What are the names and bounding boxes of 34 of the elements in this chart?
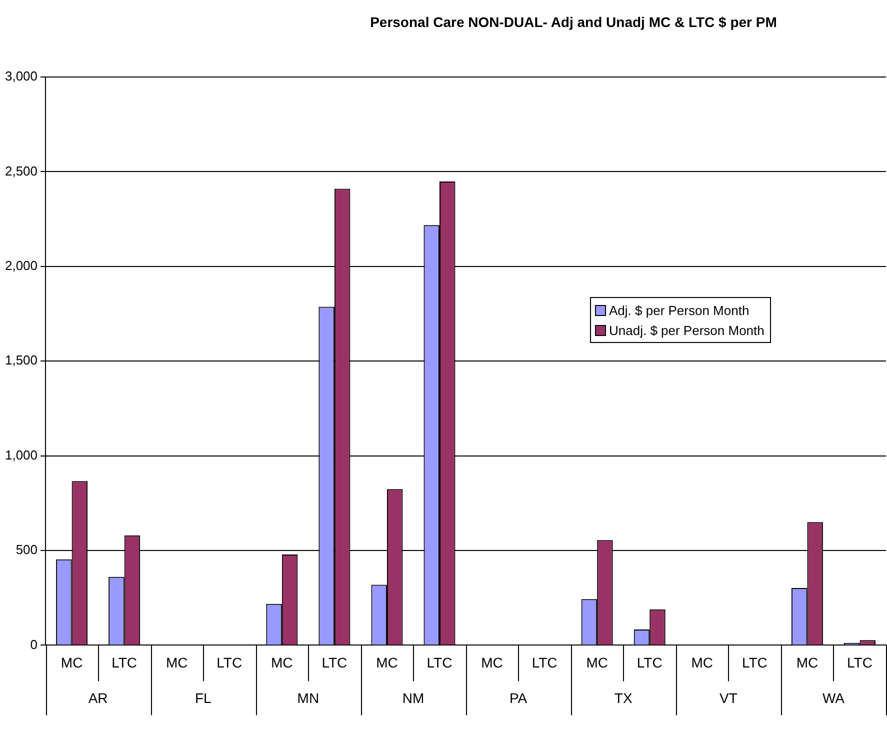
x-tick-label: LTC — [216, 654, 242, 670]
x-tick-label: MC — [691, 654, 714, 670]
legend-label: Unadj. $ per Person Month — [609, 322, 764, 338]
y-tick-label: 2,500 — [4, 163, 38, 178]
x-tick-label: MC — [586, 654, 608, 670]
x-tick-label: LTC — [847, 654, 872, 670]
y-tick-label: 0 — [30, 636, 38, 652]
text: NM — [402, 690, 424, 706]
text: PA — [509, 690, 528, 706]
x-tick-label: MC — [166, 654, 188, 670]
y-tick-label: 500 — [16, 542, 38, 558]
x-tick-label: LTC — [742, 654, 768, 670]
x-tick-label: MC — [376, 654, 398, 670]
text: TX — [614, 690, 633, 706]
x-tick-label: LTC — [112, 654, 138, 670]
x-tick-label: LTC — [636, 654, 662, 670]
text: FL — [194, 690, 212, 706]
legend-label: Adj. $ per Person Month — [609, 302, 750, 318]
x-tick-label: LTC — [426, 654, 452, 670]
x-tick-label: MC — [796, 654, 818, 670]
text: VT — [719, 690, 738, 706]
y-tick-label: 1,000 — [4, 447, 38, 462]
text: AR — [88, 690, 108, 706]
chart-title: Personal Care NON-DUAL- Adj and Unadj MC & LTC $ per PM — [369, 14, 778, 30]
y-tick-label: 3,000 — [4, 68, 38, 84]
text: WA — [822, 690, 846, 706]
y-tick-label: 2,000 — [4, 258, 38, 273]
text: MN — [297, 690, 320, 706]
y-tick-label: 1,500 — [4, 352, 38, 368]
x-tick-label: MC — [271, 654, 293, 670]
x-tick-label: MC — [481, 654, 503, 670]
x-tick-label: LTC — [532, 654, 558, 670]
x-tick-label: LTC — [322, 654, 348, 670]
x-tick-label: MC — [60, 654, 83, 670]
